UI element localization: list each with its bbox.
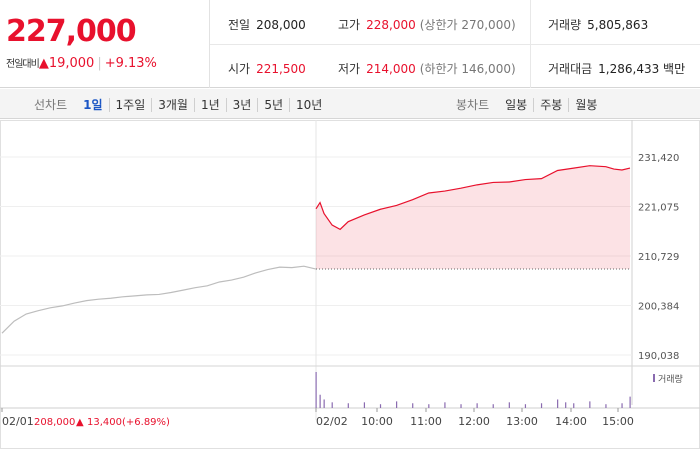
- volume-bar: [428, 404, 430, 408]
- volume-bar: [508, 402, 510, 408]
- quote-summary: 227,000 전일대비▲19,000 | +9.13% 전일 208,000 고가 2…: [0, 0, 700, 88]
- tab-10year[interactable]: 10년: [289, 97, 328, 112]
- price-box: 227,000 전일대비▲19,000 | +9.13%: [0, 0, 210, 88]
- candle-chart-label: 봉차트: [456, 98, 490, 112]
- open-label: 시가: [228, 62, 251, 76]
- prev-day-close: 208,000: [34, 417, 75, 428]
- change-line: 전일대비▲19,000 | +9.13%: [6, 55, 157, 71]
- up-arrow-icon: ▲: [76, 417, 84, 428]
- low-price: 저가 214,000 (하한가 146,000): [338, 60, 516, 77]
- prev-day-line: [1, 265, 317, 334]
- high-price: 고가 228,000 (상한가 270,000): [338, 16, 516, 33]
- candle-chart-tabs: 봉차트 일봉 주봉 월봉: [456, 96, 603, 113]
- turnover: 거래대금 1,286,433 백만: [548, 60, 685, 77]
- tab-3year[interactable]: 3년: [225, 97, 258, 112]
- y-tick-label: 190,038: [638, 351, 679, 362]
- tab-weekly-candle[interactable]: 주봉: [533, 97, 568, 112]
- x-tick-label: 02/01: [2, 415, 34, 428]
- line-chart-label: 선차트: [34, 98, 68, 112]
- prev-day-change: 13,400: [87, 417, 122, 428]
- tab-5year[interactable]: 5년: [257, 97, 289, 112]
- low-label: 저가: [338, 62, 361, 76]
- tab-monthly-candle[interactable]: 월봉: [568, 97, 603, 112]
- prev-day-change-pct: (+6.89%): [122, 417, 170, 428]
- up-arrow-icon: ▲: [38, 56, 49, 71]
- lower-limit: (하한가 146,000): [419, 62, 516, 76]
- upper-limit: (상한가 270,000): [419, 18, 516, 32]
- volume-bar: [315, 372, 317, 408]
- y-tick-label: 200,384: [638, 302, 679, 313]
- volume-bar: [492, 404, 494, 408]
- x-axis: 02/01 02/02 10:00 11:00 12:00 13:00 14:00 15:00…: [1, 408, 634, 428]
- volume-label: 거래량: [548, 18, 582, 32]
- tab-1year[interactable]: 1년: [193, 97, 226, 112]
- volume: 거래량 5,805,863: [548, 16, 648, 33]
- today-area: [316, 165, 630, 270]
- x-tick-label: 12:00: [458, 415, 490, 428]
- volume-bar: [323, 399, 325, 408]
- change-label: 전일대비: [6, 59, 40, 70]
- change-value: 19,000: [48, 56, 95, 71]
- x-tick-label: 13:00: [506, 415, 538, 428]
- volume-bar: [476, 403, 478, 408]
- tab-1day[interactable]: 1일: [83, 97, 103, 112]
- volume-bar: [319, 394, 321, 408]
- open-value: 221,500: [256, 62, 306, 76]
- volume-bar: [363, 402, 366, 408]
- y-axis: 231,420 221,075 210,729 200,384 190,038: [638, 153, 679, 362]
- y-tick-label: 231,420: [638, 153, 679, 164]
- divider: [210, 44, 700, 45]
- volume-bar: [557, 399, 559, 408]
- volume-bar: [412, 403, 414, 408]
- open-price: 시가 221,500: [228, 60, 306, 77]
- x-tick-label: 14:00: [555, 415, 587, 428]
- volume-bar: [621, 403, 623, 408]
- volume-bar: [444, 402, 446, 408]
- volume-bar: [565, 402, 567, 408]
- volume-bar: [629, 396, 631, 408]
- y-tick-label: 210,729: [638, 252, 679, 263]
- divider: |: [97, 56, 102, 71]
- high-label: 고가: [338, 18, 361, 32]
- volume-bar: [331, 402, 333, 408]
- tab-1week[interactable]: 1주일: [108, 97, 152, 112]
- high-value: 228,000: [366, 18, 416, 32]
- chart-series: [1, 165, 631, 334]
- volume-bar: [589, 401, 591, 408]
- current-price: 227,000: [6, 14, 137, 49]
- prev-close-value: 208,000: [256, 18, 306, 32]
- change-percent: +9.13%: [104, 56, 157, 71]
- volume-bar: [396, 401, 398, 408]
- volume-legend-label: 거래량: [658, 373, 683, 385]
- tab-daily-candle[interactable]: 일봉: [505, 97, 528, 112]
- y-tick-label: 221,075: [638, 203, 679, 214]
- turnover-label: 거래대금: [548, 62, 593, 76]
- volume-bar: [379, 404, 382, 408]
- volume-bar: [573, 403, 575, 408]
- volume-bar: [524, 404, 527, 408]
- volume-bar: [605, 404, 607, 408]
- today-line: [315, 165, 631, 231]
- low-value: 214,000: [366, 62, 416, 76]
- x-tick-label: 10:00: [361, 415, 393, 428]
- volume-bar: [540, 403, 543, 408]
- x-tick-label: 02/02: [316, 415, 348, 428]
- turnover-value: 1,286,433 백만: [598, 62, 686, 76]
- prev-close-label: 전일: [228, 18, 251, 32]
- prev-close: 전일 208,000: [228, 16, 306, 33]
- tab-3month[interactable]: 3개월: [151, 97, 194, 112]
- line-chart-tabs: 선차트 1일 1주일 3개월 1년 3년 5년 10년: [34, 96, 328, 113]
- volume-legend-icon: [653, 374, 655, 382]
- chart-period-tabs: 선차트 1일 1주일 3개월 1년 3년 5년 10년 봉차트 일봉 주봉 월봉: [0, 89, 700, 119]
- x-tick-label: 15:00: [602, 415, 634, 428]
- volume-value: 5,805,863: [587, 18, 649, 32]
- volume-bar: [460, 404, 462, 408]
- x-tick-label: 11:00: [410, 415, 442, 428]
- volume-bar: [347, 403, 349, 408]
- volume-chart: 거래량: [0, 365, 700, 409]
